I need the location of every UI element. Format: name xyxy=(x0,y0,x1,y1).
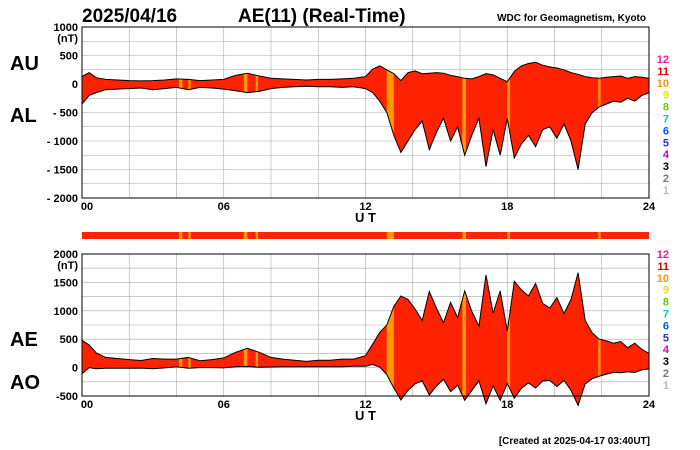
gap-band xyxy=(386,272,394,396)
ao-series-line xyxy=(81,363,650,407)
legend-entry: 12 xyxy=(657,249,669,261)
legend-entry: 2 xyxy=(663,368,669,380)
source-label: WDC for Geomagnetism, Kyoto xyxy=(497,13,646,24)
au-al-x-axis-label: U T xyxy=(355,210,376,225)
date-label: 2025/04/16 xyxy=(82,6,177,27)
y-tick-label: 500 xyxy=(60,334,78,346)
y-tick-label: 500 xyxy=(60,51,78,63)
x-tick-label: 18 xyxy=(501,399,513,411)
legend-entry: 9 xyxy=(663,285,669,297)
y-tick-label: 0 xyxy=(72,363,78,375)
ae-label: AE xyxy=(10,329,38,351)
legend-entry: 10 xyxy=(657,273,669,285)
ae-ao-y-ticks: 2000 1500 1000 500 0 -500 xyxy=(54,249,78,403)
au-al-y-ticks: 1000 500 0 - 500 - 1000 - 1500 - 2000 xyxy=(47,22,78,205)
chart-title: AE(11) (Real-Time) xyxy=(238,6,406,27)
y-tick-label: - 1500 xyxy=(47,165,78,177)
legend-entry: 3 xyxy=(663,356,669,368)
status-bar-gap xyxy=(507,232,511,239)
au-al-unit-label: (nT) xyxy=(57,33,78,45)
legend-entry: 5 xyxy=(663,137,669,149)
legend-entry: 5 xyxy=(663,332,669,344)
station-status-bar xyxy=(82,232,649,239)
ae-ao-frame xyxy=(81,253,650,397)
x-tick-label: 06 xyxy=(218,201,230,213)
status-bar-base xyxy=(82,232,649,239)
au-al-x-ticks: 00 06 12 18 24 xyxy=(81,201,656,213)
gap-band xyxy=(507,272,511,396)
created-timestamp: [Created at 2025-04-17 03:40UT] xyxy=(499,436,650,447)
al-label: AL xyxy=(10,105,37,127)
legend-entry: 7 xyxy=(663,114,669,126)
legend-entry: 6 xyxy=(663,125,669,137)
legend-entry: 8 xyxy=(663,297,669,309)
x-tick-label: 00 xyxy=(81,201,93,213)
gap-band xyxy=(507,62,511,170)
status-bar-gap xyxy=(243,232,248,239)
status-bar-gap xyxy=(255,232,259,239)
status-bar-gap xyxy=(188,232,191,239)
x-tick-label: 18 xyxy=(501,201,513,213)
y-tick-label: - 1000 xyxy=(47,136,78,148)
legend-entry: 6 xyxy=(663,320,669,332)
y-tick-label: - 500 xyxy=(53,108,78,120)
au-al-panel: 1000 500 0 - 500 - 1000 - 1500 - 2000 00 06 12 18… xyxy=(10,22,656,225)
legend-entry: 2 xyxy=(663,173,669,185)
gap-band xyxy=(386,62,394,170)
ae-series-line xyxy=(81,272,650,362)
status-bar-gap xyxy=(178,232,183,239)
x-tick-label: 12 xyxy=(359,399,371,411)
legend-entry: 11 xyxy=(657,66,669,78)
y-tick-label: 1500 xyxy=(54,277,78,289)
ae-ao-unit-label: (nT) xyxy=(57,260,78,272)
al-series-line xyxy=(81,85,650,170)
legend-entry: 12 xyxy=(657,54,669,66)
x-tick-label: 12 xyxy=(359,201,371,213)
au-al-frame xyxy=(81,26,650,199)
y-tick-label: 1000 xyxy=(54,306,78,318)
x-tick-label: 00 xyxy=(81,399,93,411)
au-series-line xyxy=(81,61,650,83)
legend-entry: 7 xyxy=(663,309,669,321)
gap-band xyxy=(462,62,466,170)
ae-ao-x-ticks: 00 06 12 18 24 xyxy=(81,399,656,411)
gap-band xyxy=(462,272,466,396)
legend-entry: 1 xyxy=(663,185,669,197)
status-bar-gap xyxy=(598,232,601,239)
x-tick-label: 06 xyxy=(218,399,230,411)
legend-entry: 4 xyxy=(663,149,670,161)
legend-entry: 11 xyxy=(657,261,669,273)
legend-entry: 3 xyxy=(663,161,669,173)
legend-entry: 9 xyxy=(663,90,669,102)
y-tick-label: 1000 xyxy=(54,22,78,34)
y-tick-label: 2000 xyxy=(54,249,78,261)
legend-entry: 8 xyxy=(663,102,669,114)
x-tick-label: 24 xyxy=(643,399,656,411)
ao-label: AO xyxy=(10,372,40,394)
y-tick-label: -500 xyxy=(56,391,78,403)
legend-entry: 10 xyxy=(657,78,669,90)
y-tick-label: 0 xyxy=(72,79,78,91)
status-bar-gap xyxy=(386,232,394,239)
x-tick-label: 24 xyxy=(643,201,656,213)
ae-ao-x-axis-label: U T xyxy=(355,408,376,423)
legend-entry: 4 xyxy=(663,344,670,356)
status-bar-gap xyxy=(462,232,466,239)
y-tick-label: - 2000 xyxy=(47,193,78,205)
au-label: AU xyxy=(10,53,39,75)
legend-entry: 1 xyxy=(663,380,669,392)
ae-ao-panel: 2000 1500 1000 500 0 -500 00 06 12 18 24 (nT) U T… xyxy=(10,249,656,423)
